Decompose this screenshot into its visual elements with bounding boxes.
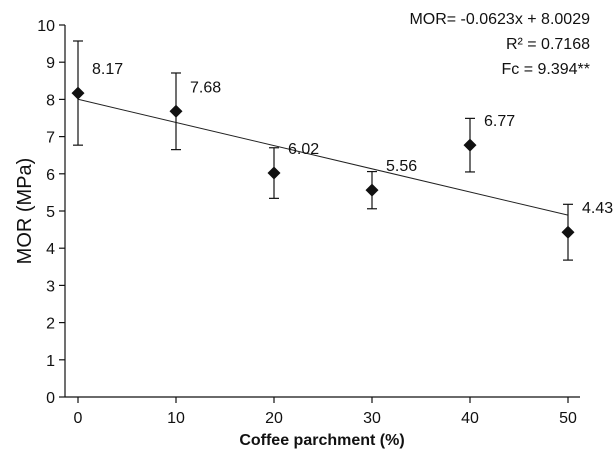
data-label: 8.17 — [92, 61, 123, 78]
y-ticks: 0 1 2 3 4 5 6 7 8 9 10 — [37, 18, 65, 407]
y-axis: 0 1 2 3 4 5 6 7 8 9 10 — [37, 18, 66, 407]
equation-annotation: R² = 0.7168 — [506, 36, 590, 53]
y-tick-label: 2 — [46, 316, 55, 333]
x-axis: 0 10 20 30 40 50 — [65, 396, 580, 427]
y-tick-label: 5 — [46, 204, 55, 221]
data-label: 6.77 — [484, 113, 515, 130]
y-tick-label: 8 — [46, 92, 55, 109]
data-label: 6.02 — [288, 141, 319, 158]
x-tick-label: 0 — [74, 410, 83, 427]
data-point-marker — [71, 86, 85, 100]
y-axis-title: MOR (MPa) — [14, 158, 36, 265]
y-tick-label: 1 — [46, 353, 55, 370]
x-axis-title: Coffee parchment (%) — [239, 432, 404, 449]
data-point-marker — [169, 104, 183, 118]
data-point-marker — [463, 138, 477, 152]
x-ticks: 0 10 20 30 40 50 — [74, 397, 577, 427]
y-tick-label: 4 — [46, 241, 55, 258]
y-tick-label: 10 — [37, 18, 55, 35]
data-point-marker — [561, 225, 575, 239]
x-tick-label: 50 — [559, 410, 577, 427]
data-label: 5.56 — [386, 158, 417, 175]
data-point-marker — [267, 166, 281, 180]
x-tick-label: 30 — [363, 410, 381, 427]
y-tick-label: 0 — [46, 390, 55, 407]
x-tick-label: 20 — [265, 410, 283, 427]
data-marks: 8.17 7.68 6.02 5.56 6.77 4.43 — [71, 40, 613, 261]
y-tick-label: 7 — [46, 130, 55, 147]
x-tick-label: 40 — [461, 410, 479, 427]
equation-annotation: Fc = 9.394** — [502, 61, 591, 78]
equation-annotation: MOR= -0.0623x + 8.0029 — [409, 11, 590, 28]
x-tick-label: 10 — [167, 410, 185, 427]
trendline — [77, 98, 569, 216]
equation-annotations: MOR= -0.0623x + 8.0029 R² = 0.7168 Fc = 9.… — [409, 11, 590, 78]
y-tick-label: 3 — [46, 278, 55, 295]
data-point-marker — [365, 183, 379, 197]
y-tick-label: 6 — [46, 167, 55, 184]
y-tick-label: 9 — [46, 55, 55, 72]
data-label: 7.68 — [190, 79, 221, 96]
data-label: 4.43 — [582, 200, 613, 217]
